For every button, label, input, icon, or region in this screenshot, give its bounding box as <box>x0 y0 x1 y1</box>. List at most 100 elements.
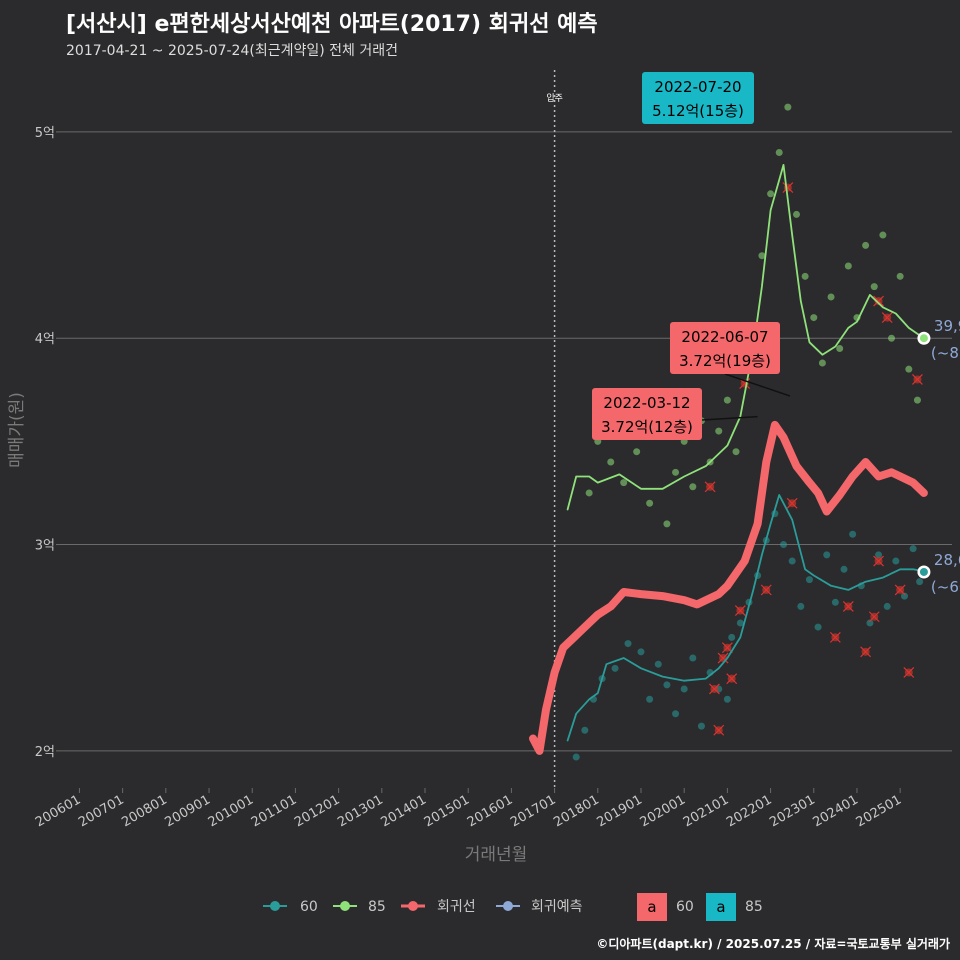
x-tick-label: 201701 <box>508 792 558 830</box>
y-axis-title: 매매가(원) <box>7 392 27 468</box>
point-60 <box>689 654 697 662</box>
annotation-date: 2022-07-20 <box>654 78 741 96</box>
cancelled-trade-marker <box>860 646 872 658</box>
legend-label-60: 60 <box>300 899 318 915</box>
point-60 <box>892 557 900 565</box>
forecast-area-60: (~60㎡) <box>931 578 960 596</box>
x-tick-label: 200901 <box>163 792 213 830</box>
legend-item-85: 85 <box>333 899 386 915</box>
legend-label-85: 85 <box>368 899 386 915</box>
annotation-value: 3.72억(12층) <box>601 418 693 436</box>
x-tick-label: 201901 <box>594 792 644 830</box>
point-60 <box>866 619 874 627</box>
cancelled-trade-marker <box>903 667 915 678</box>
annotation-leader <box>724 373 791 397</box>
cancelled-cross <box>881 312 893 324</box>
point-85 <box>672 468 680 476</box>
point-85 <box>784 103 792 111</box>
annotation-leader <box>701 415 758 421</box>
cancelled-cross <box>873 295 884 307</box>
annotation-box <box>642 72 754 124</box>
point-85 <box>792 210 800 218</box>
forecast-point-core-60 <box>919 567 928 576</box>
cancelled-trade-marker <box>873 295 884 307</box>
point-85 <box>844 262 852 270</box>
point-60 <box>680 685 688 693</box>
point-60 <box>736 619 744 627</box>
point-85 <box>689 483 697 491</box>
lines-layer <box>529 164 931 755</box>
cancelled-cross <box>713 724 725 736</box>
cancelled-cross <box>894 584 906 596</box>
cancelled-trade-marker <box>894 584 906 596</box>
forecast-area-85: (~85㎡) <box>931 344 960 362</box>
cancelled-cross <box>708 683 720 695</box>
cancelled-trade-marker <box>912 374 923 385</box>
annotation-layer: 39,950 (~85㎡) 28,670 (~60㎡) 2022-07-20 5.12억(… <box>592 72 960 596</box>
point-85 <box>896 272 904 280</box>
cancelled-cross <box>721 642 733 654</box>
y-tick-label: 5억 <box>35 126 55 141</box>
cancelled-cross <box>782 182 794 194</box>
forecast-price-85: 39,950 <box>934 317 960 335</box>
cancelled-cross <box>868 611 880 623</box>
point-60 <box>805 576 813 584</box>
cancelled-trade-marker <box>881 312 893 324</box>
x-axis-title: 거래년월 <box>465 845 528 865</box>
point-85 <box>879 231 887 239</box>
x-tick-label: 201101 <box>249 792 299 830</box>
point-85 <box>888 334 896 342</box>
cancelled-trade-marker <box>734 605 746 616</box>
point-60 <box>788 557 796 565</box>
x-tick-label: 200601 <box>33 792 83 830</box>
cancelled-trade-marker <box>713 724 725 736</box>
point-60 <box>654 660 662 668</box>
cancelled-cross <box>717 652 729 664</box>
cancelled-cross <box>903 667 915 678</box>
cancelled-trade-marker <box>873 555 884 567</box>
cancelled-cross <box>842 601 854 612</box>
point-85 <box>870 283 878 291</box>
point-60 <box>611 664 619 672</box>
footer-credit: ©디아파트(dapt.kr) / 2025.07.25 / 자료=국토교통부 실… <box>596 937 950 951</box>
point-85 <box>633 448 641 456</box>
y-tick-label: 3억 <box>35 539 55 554</box>
cancelled-trade-marker <box>760 584 772 596</box>
point-60 <box>823 551 831 559</box>
point-85 <box>620 479 628 487</box>
point-85 <box>715 427 723 435</box>
move-in-label: 입주 <box>546 92 563 104</box>
x-tick-label: 202401 <box>810 792 860 830</box>
legend-box-label-85: 85 <box>745 899 763 915</box>
point-85 <box>585 489 593 497</box>
point-60 <box>840 565 848 573</box>
point-60 <box>572 753 580 761</box>
point-60 <box>728 633 736 641</box>
x-tick-label: 202101 <box>681 792 731 830</box>
legend-box-60: a 60 <box>637 893 694 921</box>
point-60 <box>646 695 654 703</box>
point-85 <box>758 252 766 260</box>
x-tick-label: 201601 <box>465 792 515 830</box>
forecast-point-core-85 <box>919 334 928 343</box>
point-60 <box>797 602 805 610</box>
y-tick-label: 2억 <box>35 745 55 760</box>
x-tick-label: 200801 <box>119 792 169 830</box>
point-60 <box>875 551 883 559</box>
annotation-box <box>670 322 780 374</box>
cancelled-trade-marker <box>708 683 720 695</box>
x-tick-label: 201001 <box>206 792 256 830</box>
point-85 <box>801 272 809 280</box>
point-60 <box>780 541 788 549</box>
point-85 <box>732 448 740 456</box>
point-60 <box>849 530 857 538</box>
cancelled-trade-marker <box>782 182 794 194</box>
x-tick-label: 201501 <box>422 792 472 830</box>
x-tick-label: 200701 <box>76 792 126 830</box>
point-60 <box>831 598 839 606</box>
forecast-price-60: 28,670 <box>934 551 960 569</box>
point-60 <box>814 623 822 631</box>
point-60 <box>581 726 589 734</box>
cancelled-trade-marker <box>842 601 854 612</box>
cancelled-trade-marker <box>786 497 798 509</box>
